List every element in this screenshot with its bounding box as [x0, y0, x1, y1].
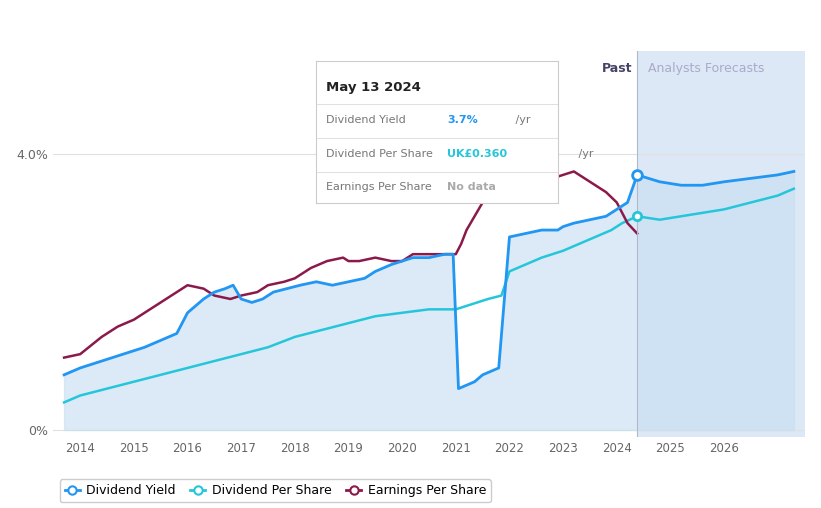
Text: Dividend Per Share: Dividend Per Share	[326, 149, 433, 159]
Text: /yr: /yr	[512, 115, 530, 125]
Bar	[637, 51, 805, 437]
Text: Past: Past	[603, 62, 633, 75]
Legend: Dividend Yield, Dividend Per Share, Earnings Per Share: Dividend Yield, Dividend Per Share, Earn…	[60, 479, 491, 502]
Text: May 13 2024: May 13 2024	[326, 81, 420, 94]
Text: Analysts Forecasts: Analysts Forecasts	[648, 62, 764, 75]
Text: Earnings Per Share: Earnings Per Share	[326, 182, 432, 192]
Text: Dividend Yield: Dividend Yield	[326, 115, 406, 125]
Text: UK£0.360: UK£0.360	[447, 149, 507, 159]
Text: 3.7%: 3.7%	[447, 115, 478, 125]
Text: No data: No data	[447, 182, 496, 192]
Text: /yr: /yr	[576, 149, 594, 159]
